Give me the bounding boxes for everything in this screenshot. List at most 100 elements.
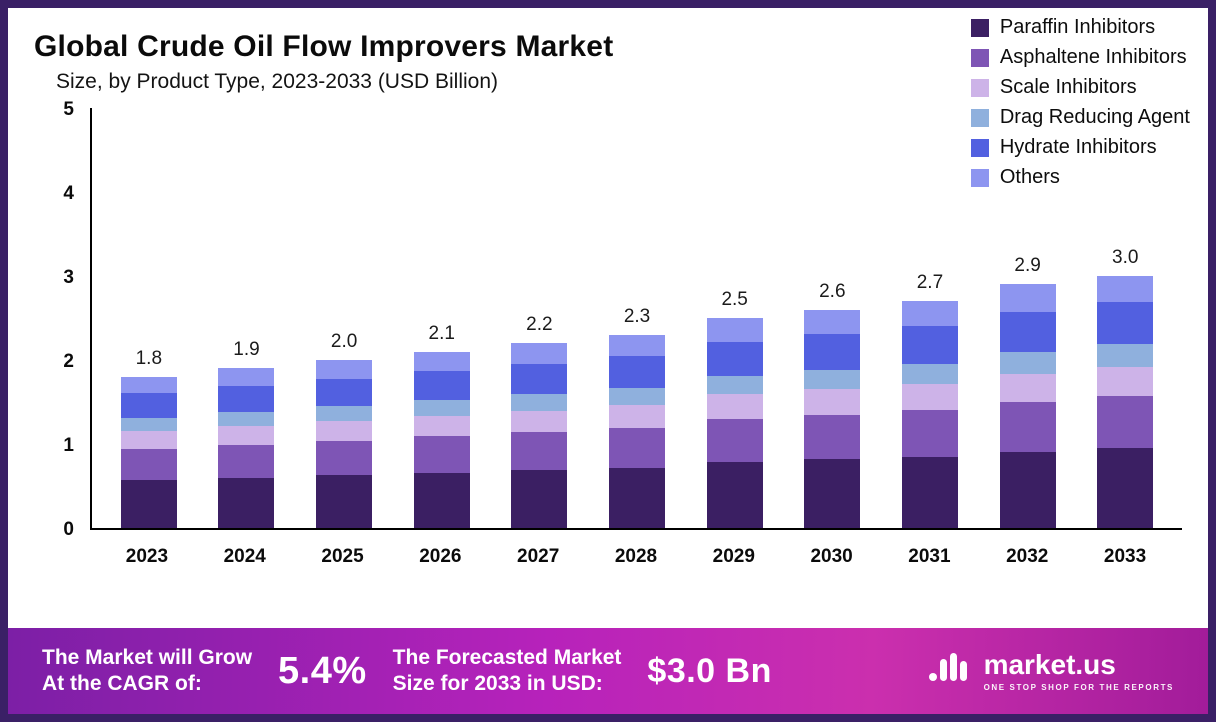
- bar-column: 1.9: [198, 108, 296, 528]
- legend-label: Asphaltene Inhibitors: [999, 46, 1187, 68]
- stacked-bar: [218, 368, 275, 528]
- bar-segment: [1097, 396, 1154, 449]
- cagr-label-line2: At the CAGR of:: [42, 672, 202, 695]
- brand-tagline: ONE STOP SHOP FOR THE REPORTS: [983, 682, 1174, 692]
- bar-total-label: 3.0: [1112, 247, 1139, 269]
- bar-segment: [413, 351, 470, 371]
- brand-block: market.us ONE STOP SHOP FOR THE REPORTS: [928, 649, 1174, 694]
- bar-segment: [413, 416, 470, 437]
- cagr-value: 5.4%: [278, 649, 367, 692]
- bar-segment: [511, 343, 568, 365]
- bar-segment: [511, 364, 568, 395]
- bar-segment: [1097, 276, 1154, 303]
- legend-label: Scale Inhibitors: [999, 76, 1137, 98]
- bar-segment: [218, 386, 275, 413]
- bar-segment: [120, 449, 177, 481]
- legend-item: Drag Reducing Agent: [970, 106, 1190, 129]
- bar-segment: [706, 318, 763, 342]
- chart: 0 1 2 3 4 5 1.8 1.9 2.0 2.1 2.2 2.3 2.5 2.6 2.7 2.9 3.0…: [34, 99, 1182, 568]
- legend-item: Asphaltene Inhibitors: [970, 46, 1190, 69]
- bar-segment: [609, 355, 666, 388]
- bar-segment: [511, 411, 568, 433]
- bar-segment: [804, 389, 861, 415]
- legend-item: Others: [970, 166, 1190, 189]
- x-axis-labels: 2023 2024 2025 2026 2027 2028 2029 2030 2031 2032…: [90, 546, 1182, 568]
- bar-segment: [706, 461, 763, 528]
- bar-segment: [804, 309, 861, 334]
- bar-segment: [511, 470, 568, 528]
- x-axis-label: 2023: [125, 546, 169, 567]
- bar-total-label: 2.3: [623, 305, 651, 327]
- bar-total-label: 1.8: [135, 347, 163, 369]
- forecast-value: $3.0 Bn: [647, 651, 772, 690]
- stacked-bar: [413, 351, 470, 528]
- bar-segment: [706, 394, 763, 419]
- bar-segment: [901, 410, 958, 457]
- bar-total-label: 2.9: [1014, 255, 1041, 277]
- bar-segment: [316, 440, 373, 476]
- bar-segment: [901, 384, 958, 411]
- bar-column: 2.5: [686, 108, 784, 528]
- bar-segment: [1097, 344, 1154, 367]
- bar-column: 2.2: [491, 108, 589, 528]
- bar-column: 3.0: [1076, 108, 1174, 528]
- forecast-label: The Forecasted Market Size for 2033 in U…: [393, 645, 622, 696]
- bar-segment: [609, 405, 666, 429]
- bar-segment: [218, 412, 275, 427]
- legend: Paraffin Inhibitors Asphaltene Inhibitors…: [970, 16, 1190, 196]
- stacked-bar: [609, 334, 666, 528]
- x-axis-label: 2030: [810, 546, 853, 567]
- y-tick-label: 4: [63, 183, 74, 204]
- bar-segment: [413, 472, 470, 528]
- bar-segment: [706, 341, 763, 376]
- bar-column: 2.1: [393, 108, 491, 528]
- x-axis-label: 2025: [321, 546, 364, 567]
- bar-column: 2.7: [881, 108, 979, 528]
- forecast-label-line1: The Forecasted Market: [392, 646, 622, 670]
- legend-item: Hydrate Inhibitors: [970, 136, 1190, 159]
- bar-column: 2.3: [588, 108, 686, 528]
- legend-swatch-icon: [970, 18, 989, 37]
- x-axis-label: 2028: [614, 546, 658, 567]
- bar-segment: [609, 467, 666, 528]
- legend-label: Drag Reducing Agent: [999, 106, 1190, 128]
- market-us-logo-icon: [928, 649, 974, 694]
- cagr-label: The Market will Grow At the CAGR of:: [42, 645, 252, 696]
- x-axis-label: 2029: [712, 546, 755, 567]
- bar-segment: [511, 432, 568, 471]
- bar-segment: [1097, 448, 1154, 528]
- x-axis-label: 2032: [1006, 546, 1049, 567]
- plot-area: 1.8 1.9 2.0 2.1 2.2 2.3 2.5 2.6 2.7 2.9 3.0: [90, 108, 1182, 530]
- bar-segment: [999, 451, 1056, 528]
- x-axis-label: 2031: [908, 546, 951, 567]
- bar-total-label: 1.9: [233, 339, 260, 361]
- legend-swatch-icon: [970, 108, 989, 127]
- x-axis-label: 2027: [517, 546, 560, 567]
- plot-row: 0 1 2 3 4 5 1.8 1.9 2.0 2.1 2.2 2.3 2.5 2.6 2.7 2.9 3.0: [34, 99, 1182, 540]
- y-tick-label: 0: [63, 519, 74, 540]
- bar-column: 2.0: [295, 108, 393, 528]
- bar-segment: [901, 364, 958, 385]
- stacked-bar: [999, 284, 1056, 528]
- legend-label: Paraffin Inhibitors: [999, 16, 1156, 38]
- legend-label: Hydrate Inhibitors: [999, 136, 1157, 158]
- bar-segment: [316, 360, 373, 379]
- bar-column: 1.8: [100, 108, 198, 528]
- bar-segment: [706, 418, 763, 462]
- stacked-bar: [901, 301, 958, 528]
- bar-total-label: 2.6: [819, 280, 846, 302]
- bar-segment: [901, 456, 958, 528]
- bar-segment: [120, 431, 177, 450]
- forecast-label-line2: Size for 2033 in USD:: [392, 672, 603, 695]
- bar-segment: [901, 326, 958, 365]
- page-title: Global Crude Oil Flow Improvers Market: [34, 30, 614, 63]
- title-block: Global Crude Oil Flow Improvers Market S…: [34, 30, 1182, 94]
- bar-segment: [609, 387, 666, 406]
- brand-name: market.us: [983, 648, 1116, 680]
- stacked-bar: [1097, 276, 1154, 528]
- y-tick-label: 5: [63, 99, 74, 120]
- bar-segment: [999, 374, 1056, 403]
- bar-segment: [218, 477, 275, 528]
- bar-segment: [1097, 366, 1154, 397]
